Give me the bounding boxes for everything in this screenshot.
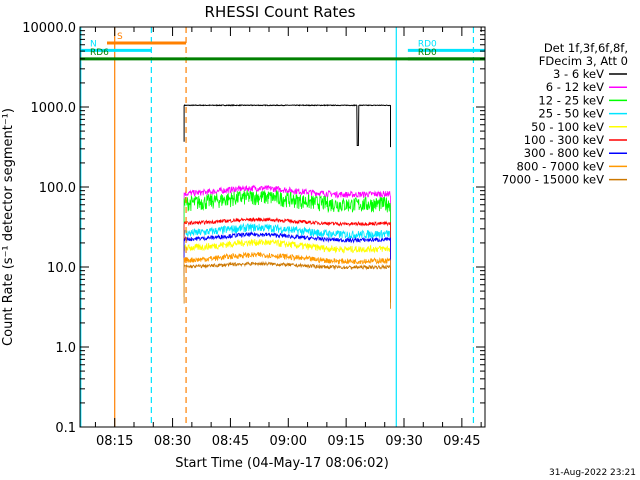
series-line-5 [183, 238, 391, 291]
legend-entry-label: 6 - 12 keV [546, 80, 604, 94]
x-tick-label: 08:45 [212, 434, 249, 449]
legend: Det 1f,3f,6f,8f,FDecim 3, Att 03 - 6 keV… [502, 41, 628, 187]
footer-date: 31-Aug-2022 23:21 [549, 468, 636, 478]
flag-label-5: RD0 [418, 48, 437, 58]
x-tick-label: 09:30 [385, 434, 422, 449]
y-tick-label: 1000.0 [31, 101, 77, 116]
legend-entry-label: 100 - 300 keV [524, 133, 604, 147]
x-tick-label: 09:15 [327, 434, 364, 449]
y-tick-label: 100.0 [39, 181, 76, 196]
y-tick-label: 0.1 [55, 421, 76, 436]
x-axis: 08:15 08:30 08:45 09:00 09:15 09:30 09:45 [94, 27, 482, 449]
series-line-4 [183, 222, 391, 276]
y-axis: 0.1 1.0 10.0 100.0 1000.0 10000.0 [22, 21, 485, 436]
legend-entry-label: 12 - 25 keV [538, 93, 604, 107]
x-tick-label: 08:30 [154, 434, 191, 449]
series-line-7 [183, 231, 391, 282]
y-axis-label: Count Rate (s⁻¹ detector segment⁻¹) [1, 108, 16, 346]
y-tick-label: 1.0 [55, 341, 76, 356]
x-tick-label: 08:15 [96, 434, 133, 449]
plot-area: S N RD0 RD6 RD0 [80, 27, 485, 427]
flag-label-4: RD6 [90, 48, 109, 58]
legend-entry-label: 7000 - 15000 keV [502, 173, 604, 187]
legend-entry-label: 3 - 6 keV [553, 67, 604, 81]
series-line-8 [183, 251, 391, 303]
x-tick-label: 09:00 [270, 434, 307, 449]
legend-entry-label: 300 - 800 keV [524, 146, 604, 160]
series-line-3 [183, 189, 391, 246]
x-axis-label: Start Time (04-May-17 08:06:02) [175, 456, 389, 471]
series-line-6 [183, 216, 391, 266]
flag-label-1: S [117, 32, 123, 42]
legend-header-line: FDecim 3, Att 0 [539, 54, 628, 68]
legend-entry-label: 25 - 50 keV [538, 107, 604, 121]
legend-entry-label: 50 - 100 keV [531, 120, 604, 134]
y-tick-label: 10.0 [47, 261, 76, 276]
chart-title: RHESSI Count Rates [205, 3, 356, 21]
x-tick-label: 09:45 [443, 434, 480, 449]
legend-header-line: Det 1f,3f,6f,8f, [544, 41, 628, 55]
plot-frame [79, 26, 486, 428]
flag-label-3: RD0 [418, 39, 437, 49]
flag-label-2: N [90, 39, 97, 49]
series-line-9 [183, 260, 391, 309]
legend-entry-label: 800 - 7000 keV [516, 159, 604, 173]
y-tick-label: 10000.0 [22, 21, 76, 36]
series-line-1 [183, 104, 391, 148]
